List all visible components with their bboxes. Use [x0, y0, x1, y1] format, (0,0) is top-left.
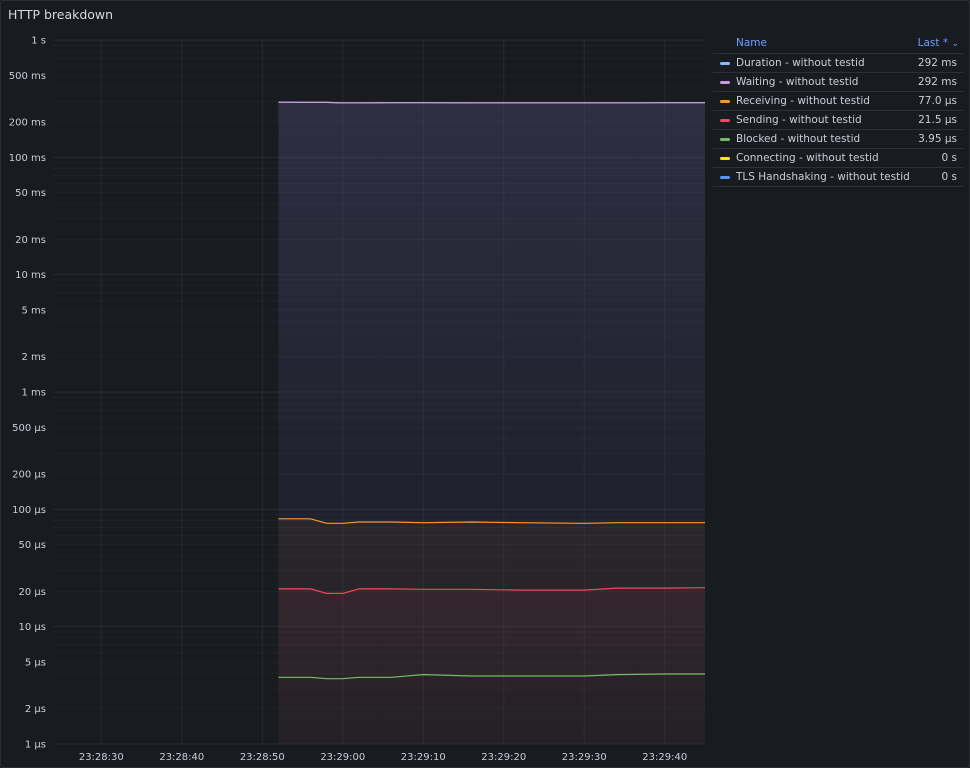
y-tick-label: 5 µs — [25, 657, 46, 668]
series-color-swatch — [720, 175, 730, 179]
y-tick-label: 10 ms — [15, 270, 46, 281]
legend-series-name: Sending - without testid — [736, 114, 862, 126]
x-tick-label: 23:29:40 — [642, 752, 687, 763]
x-tick-label: 23:28:40 — [159, 752, 204, 763]
chevron-down-icon: ⌄ — [951, 39, 959, 49]
legend-row[interactable]: Duration - without testid 292 ms — [713, 54, 963, 73]
legend-row[interactable]: TLS Handshaking - without testid 0 s — [713, 168, 963, 187]
y-tick-label: 1 s — [31, 36, 46, 47]
legend-series-name: Waiting - without testid — [736, 76, 859, 88]
y-tick-label: 200 µs — [12, 470, 46, 481]
x-tick-label: 23:29:30 — [562, 752, 607, 763]
series-color-swatch — [720, 80, 730, 84]
legend-row[interactable]: Connecting - without testid 0 s — [713, 149, 963, 168]
x-tick-label: 23:29:00 — [320, 752, 365, 763]
legend-last-value: 292 ms — [917, 57, 957, 69]
time-series-plot[interactable]: 1 s 500 ms 200 ms 100 ms 50 ms 20 ms 10 ms 5 ms… — [1, 1, 709, 767]
legend-series-name: Duration - without testid — [736, 57, 865, 69]
series-line-receiving-without-testid — [278, 518, 705, 524]
y-tick-label: 500 ms — [9, 71, 46, 82]
x-axis: 23:28:30 23:28:40 23:28:50 23:29:00 23:29:10… — [79, 752, 687, 763]
series-color-swatch — [720, 99, 730, 103]
y-tick-label: 2 µs — [25, 704, 46, 715]
legend-last-value: 3.95 µs — [918, 133, 957, 145]
legend-last-label: Last * — [917, 37, 949, 49]
y-axis: 1 s 500 ms 200 ms 100 ms 50 ms 20 ms 10 ms 5 ms… — [9, 36, 46, 751]
legend-table: Name Last * ⌄ Duration - without testid 2… — [713, 33, 963, 187]
legend-name-header[interactable]: Name — [736, 37, 767, 49]
series-line-blocked-without-testid — [278, 673, 705, 680]
legend-series-name: Receiving - without testid — [736, 95, 870, 107]
legend-row[interactable]: Receiving - without testid 77.0 µs — [713, 92, 963, 111]
legend-last-value: 21.5 µs — [918, 114, 957, 126]
legend-series-name: Connecting - without testid — [736, 152, 879, 164]
legend-row[interactable]: Sending - without testid 21.5 µs — [713, 111, 963, 130]
legend-last-header[interactable]: Last * ⌄ — [918, 37, 963, 49]
y-tick-label: 5 ms — [22, 305, 47, 316]
legend-last-value: 0 s — [941, 152, 958, 164]
legend-last-value: 77.0 µs — [918, 95, 957, 107]
y-tick-label: 1 µs — [25, 740, 46, 751]
series-area-sending-without-testid — [278, 587, 705, 744]
legend-row[interactable]: Blocked - without testid 3.95 µs — [713, 130, 963, 149]
series-color-swatch — [720, 137, 730, 141]
x-tick-label: 23:29:10 — [401, 752, 446, 763]
y-tick-label: 2 ms — [22, 352, 47, 363]
y-tick-label: 20 µs — [19, 587, 46, 598]
panel-title[interactable]: HTTP breakdown — [8, 7, 114, 22]
legend-series-name: Blocked - without testid — [736, 133, 861, 145]
y-tick-label: 10 µs — [19, 622, 46, 633]
y-tick-label: 100 ms — [9, 153, 46, 164]
y-tick-label: 20 ms — [15, 235, 46, 246]
y-tick-label: 500 µs — [12, 423, 46, 434]
legend-row[interactable]: Waiting - without testid 292 ms — [713, 73, 963, 92]
y-tick-label: 50 µs — [19, 540, 46, 551]
legend-last-value: 292 ms — [917, 76, 957, 88]
series-line-waiting-without-testid — [278, 101, 705, 104]
series-line-sending-without-testid — [278, 587, 706, 594]
x-tick-label: 23:29:20 — [481, 752, 526, 763]
legend-series-name: TLS Handshaking - without testid — [736, 171, 910, 183]
x-tick-label: 23:28:30 — [79, 752, 124, 763]
series-color-swatch — [720, 156, 730, 160]
series-color-swatch — [720, 61, 730, 65]
y-tick-label: 200 ms — [9, 118, 46, 129]
legend-last-value: 0 s — [941, 171, 958, 183]
legend-rows: Duration - without testid 292 ms Waiting -… — [713, 54, 963, 187]
legend-header: Name Last * ⌄ — [713, 33, 963, 54]
series-areas — [278, 102, 705, 744]
y-tick-label: 50 ms — [15, 188, 46, 199]
y-tick-label: 100 µs — [12, 505, 46, 516]
y-tick-label: 1 ms — [22, 388, 47, 399]
series-lines — [278, 101, 706, 680]
x-tick-label: 23:28:50 — [240, 752, 285, 763]
series-color-swatch — [720, 118, 730, 122]
